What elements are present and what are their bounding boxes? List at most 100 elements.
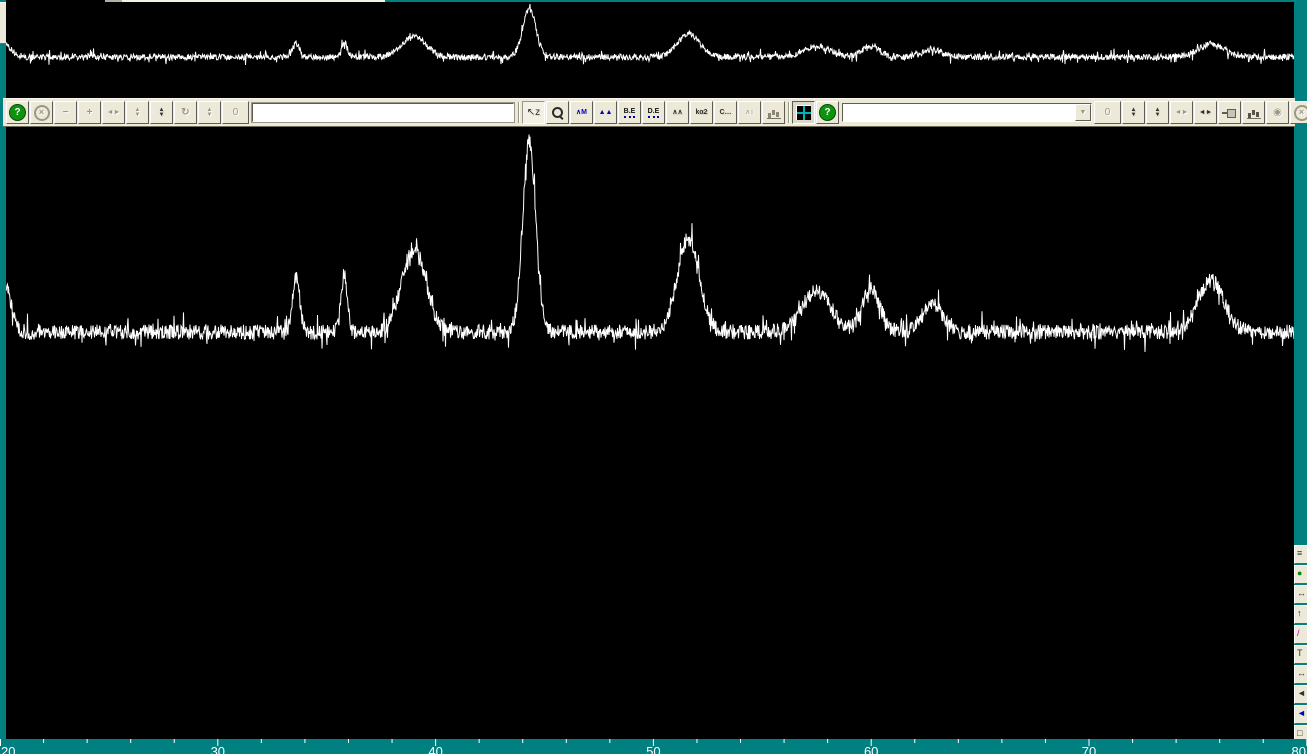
close-circle-icon: × (33, 104, 50, 121)
v-arrows-icon: ▲ ▼ (206, 106, 213, 118)
top-edge-grey-fragment (105, 0, 122, 2)
histogram-scale-button (762, 101, 785, 124)
smooth-button[interactable]: ∧∧ (666, 101, 689, 124)
histogram-button[interactable] (1242, 101, 1265, 124)
reset-view-button[interactable]: ↻ (174, 101, 197, 124)
peaks-arrows-icon: ∧↕ (745, 109, 754, 116)
zoom-out-button[interactable]: − (54, 101, 77, 124)
left-triangle-icon: ◄ (1297, 708, 1306, 718)
pointer-mode-button[interactable]: ↖z (522, 101, 545, 124)
two-theta-axis: 20 30 40 50 60 70 80 (0, 739, 1307, 754)
pushpin-icon (1222, 107, 1237, 119)
close-circle-icon: × (1293, 104, 1307, 121)
chevron-down-icon[interactable]: ▼ (1075, 104, 1091, 121)
dartboard-icon: ◉ (1273, 106, 1282, 118)
scroll-left-right-button[interactable]: ◄► (1170, 101, 1193, 124)
zero-icon: 0 (232, 106, 239, 118)
phase-combobox[interactable]: ▼ (842, 103, 1092, 122)
be-icon: B.E (623, 108, 636, 118)
expand-horizontal-button[interactable]: ◄► (102, 101, 125, 124)
toolbar-separator-2 (788, 102, 790, 123)
page-left-right-button[interactable]: ◄► (1194, 101, 1217, 124)
side-prev-button[interactable]: ◄ (1294, 685, 1307, 704)
toolbar-separator-1 (518, 102, 520, 123)
scroll-up-down-button[interactable]: ▲ ▼ (1122, 101, 1145, 124)
help-icon: ? (9, 104, 26, 121)
overview-trace (6, 3, 1294, 66)
peak-marker-icon: ∧M (576, 109, 587, 116)
filled-peaks-icon: ▲▲ (598, 109, 613, 116)
pencil-icon: / (1297, 628, 1300, 638)
outline-peaks-icon: ∧∧ (672, 109, 683, 116)
h-arrows-icon: ◄► (1174, 109, 1189, 116)
peak-search-button[interactable]: ∧M (570, 101, 593, 124)
right-side-mini-toolbar: ≡ ● ↔ ↑ / T ↔ ◄ ◄ □ (1294, 545, 1307, 745)
v-arrows-solid-icon: ▲ ▼ (1154, 106, 1161, 118)
zoom-in-button[interactable]: + (78, 101, 101, 124)
cursor-z-icon: ↖z (526, 106, 541, 118)
h-arrows-icon: ↔ (1297, 668, 1306, 678)
zero-icon: 0 (1104, 106, 1111, 118)
pan-vertical-button[interactable]: ▲ ▼ (150, 101, 173, 124)
page-up-down-button[interactable]: ▲ ▼ (1146, 101, 1169, 124)
compare-button: ∧↕ (738, 101, 761, 124)
main-trace (6, 134, 1294, 353)
axis-tick-label: 50 (646, 744, 660, 754)
side-up-button[interactable]: ↑ (1294, 605, 1307, 624)
help-button-2[interactable]: ? (816, 101, 839, 124)
axis-tick-label: 70 (1082, 744, 1096, 754)
side-edit-button[interactable]: / (1294, 625, 1307, 644)
top-edge-teal-border (385, 0, 1294, 2)
side-swap-button[interactable]: ↔ (1294, 585, 1307, 604)
abort-button: × (30, 101, 53, 124)
h-arrows-solid-icon: ◄► (1198, 109, 1213, 116)
axis-tick-label: 40 (428, 744, 442, 754)
left-arrow-icon: ◄ (1297, 688, 1306, 698)
v-arrows-icon: ▲ ▼ (134, 106, 141, 118)
text-raise-icon: T (1297, 648, 1303, 658)
data-edit-button[interactable]: D.E (642, 101, 665, 124)
calculate-button[interactable]: C… (714, 101, 737, 124)
kalpha2-icon: kα2 (695, 109, 708, 116)
bar-chart-icon (1246, 106, 1261, 119)
step-vertical-button[interactable]: ▲ ▼ (198, 101, 221, 124)
counter-right: 0 (1094, 101, 1121, 124)
axis-tick-label: 60 (864, 744, 878, 754)
magnifier-icon (551, 106, 565, 120)
h-arrows-icon: ↔ (1297, 588, 1306, 598)
side-list-button[interactable]: ≡ (1294, 545, 1307, 564)
side-text-button[interactable]: T (1294, 645, 1307, 664)
side-globe-button[interactable]: ● (1294, 565, 1307, 584)
refresh-icon: ↻ (181, 106, 190, 118)
overview-spectrum-panel[interactable] (6, 2, 1294, 98)
window-grid-icon (796, 105, 811, 120)
minus-icon: − (62, 106, 69, 118)
axis-tick-label: 80 (1292, 744, 1306, 754)
cancel-button: × (1290, 101, 1307, 124)
top-edge-window-border (122, 0, 385, 2)
v-arrows-solid-icon: ▲ ▼ (1130, 106, 1137, 118)
tile-view-button[interactable] (792, 101, 815, 124)
v-arrows-solid-icon: ▲ ▼ (158, 106, 165, 118)
c-dots-icon: C… (719, 109, 732, 116)
side-move-button[interactable]: ↔ (1294, 665, 1307, 684)
side-play-button[interactable]: ◄ (1294, 705, 1307, 724)
scan-name-input[interactable] (251, 102, 515, 123)
kalpha2-strip-button[interactable]: kα2 (690, 101, 713, 124)
counter-left: 0 (222, 101, 249, 124)
axis-tick-label: 30 (211, 744, 225, 754)
zoom-mode-button[interactable] (546, 101, 569, 124)
globe-icon: ● (1297, 568, 1303, 578)
help-button[interactable]: ? (6, 101, 29, 124)
main-spectrum-panel[interactable] (6, 127, 1294, 739)
h-arrows-icon: ◄► (106, 109, 121, 116)
profile-fit-button[interactable]: ▲▲ (594, 101, 617, 124)
background-edit-button[interactable]: B.E (618, 101, 641, 124)
pin-button[interactable] (1218, 101, 1241, 124)
list-icon: ≡ (1297, 548, 1303, 558)
bars-arrow-icon (766, 106, 781, 119)
scale-vertical-button[interactable]: ▲ ▼ (126, 101, 149, 124)
axis-tick-label: 20 (1, 744, 15, 754)
de-icon: D.E (647, 108, 660, 118)
